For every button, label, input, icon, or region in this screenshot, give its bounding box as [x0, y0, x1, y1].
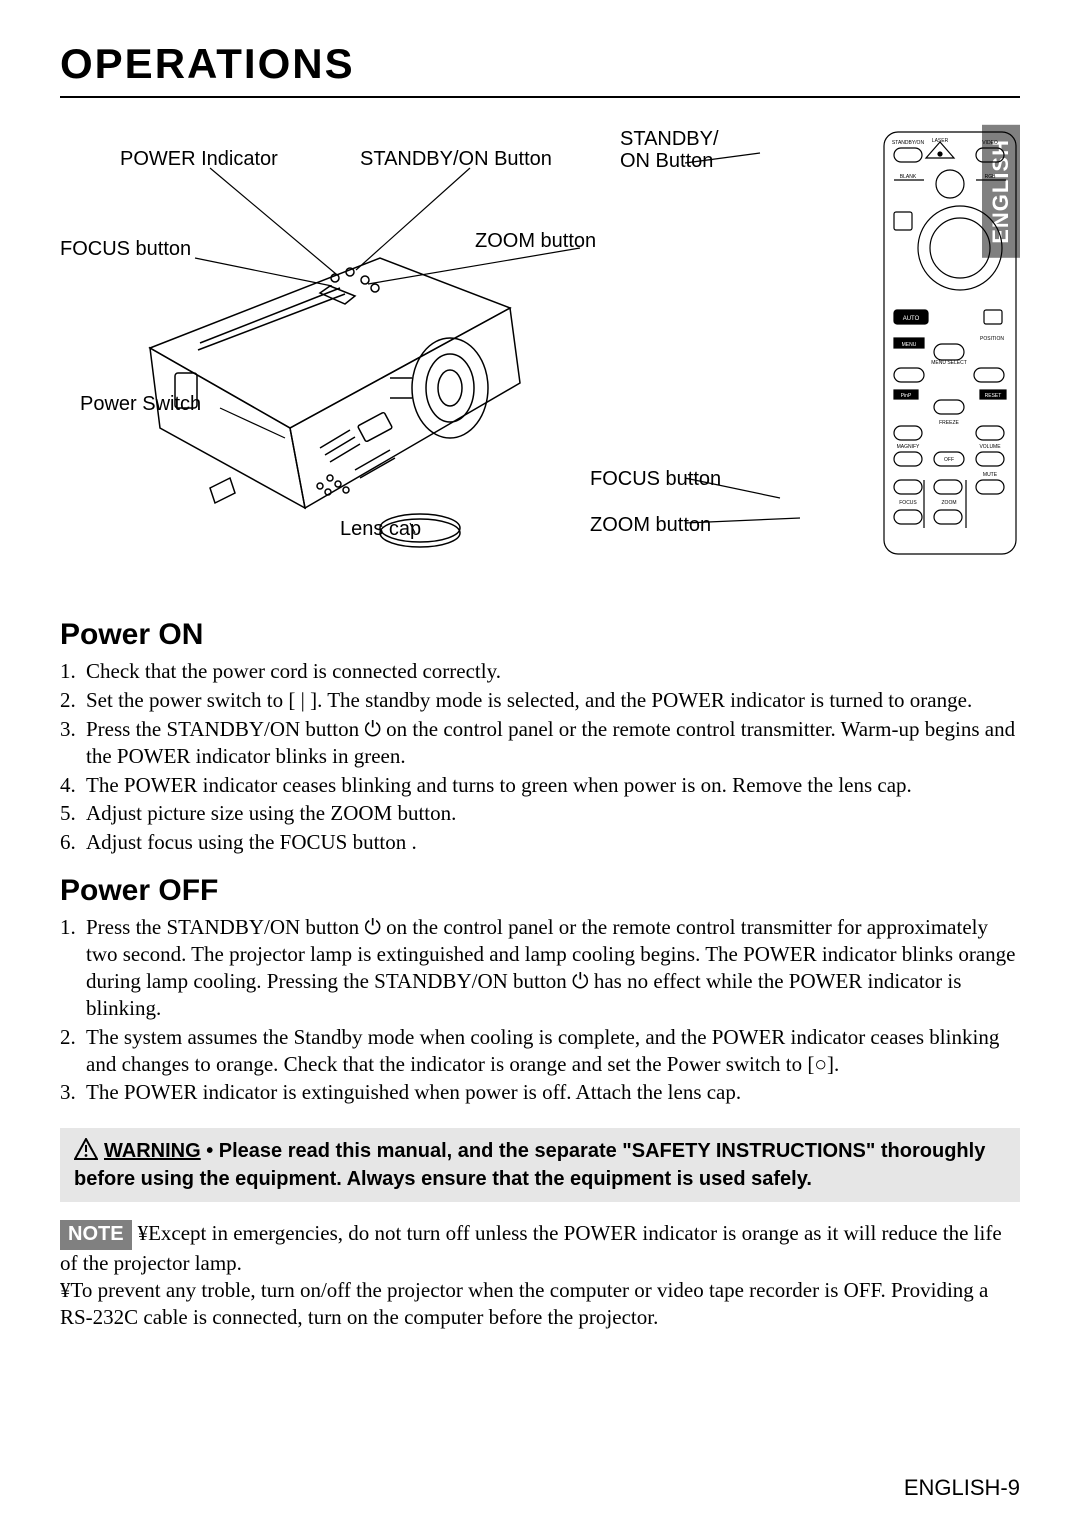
title-rule	[60, 96, 1020, 98]
svg-text:RESET: RESET	[985, 393, 1002, 399]
svg-text:VIDEO: VIDEO	[982, 140, 998, 146]
label-zoom-button: ZOOM button	[475, 230, 596, 252]
warning-icon	[74, 1138, 98, 1167]
svg-text:LASER: LASER	[932, 138, 949, 144]
svg-text:STANDBY/ON: STANDBY/ON	[892, 140, 925, 146]
svg-text:VOLUME: VOLUME	[979, 444, 1001, 450]
note-line-1: ¥Except in emergencies, do not turn off …	[60, 1221, 1002, 1275]
power-off-item-2: The system assumes the Standby mode when…	[86, 1024, 1020, 1078]
power-on-item-6: Adjust focus using the FOCUS button .	[86, 829, 417, 856]
note-section: NOTE¥Except in emergencies, do not turn …	[60, 1220, 1020, 1330]
leader-lines	[60, 118, 880, 598]
label-lens-cap: Lens cap	[340, 518, 421, 540]
svg-text:OFF: OFF	[944, 457, 954, 463]
svg-text:RGB: RGB	[985, 174, 997, 180]
label-zoom-remote: ZOOM button	[590, 514, 711, 536]
diagram-area: STANDBY/ON LASER VIDEO BLANK RGB AUTO ME…	[60, 118, 880, 598]
label-power-switch: Power Switch	[80, 393, 201, 415]
power-on-item-1: Check that the power cord is connected c…	[86, 658, 501, 685]
svg-text:ZOOM: ZOOM	[942, 500, 957, 506]
note-line-2: ¥To prevent any troble, turn on/off the …	[60, 1277, 1020, 1331]
power-on-list: 1.Check that the power cord is connected…	[60, 658, 1020, 856]
svg-text:FOCUS: FOCUS	[899, 500, 917, 506]
power-on-item-3: Press the STANDBY/ON button ⏻ on the con…	[86, 716, 1020, 770]
heading-power-on: Power ON	[60, 618, 1020, 652]
svg-text:MENU: MENU	[902, 342, 917, 348]
svg-text:AUTO: AUTO	[903, 316, 920, 322]
label-focus-remote: FOCUS button	[590, 468, 721, 490]
power-off-list: 1.Press the STANDBY/ON button ⏻ on the c…	[60, 914, 1020, 1106]
power-off-item-1: Press the STANDBY/ON button ⏻ on the con…	[86, 914, 1020, 1022]
power-on-item-4: The POWER indicator ceases blinking and …	[86, 772, 912, 799]
warning-box: WARNING • Please read this manual, and t…	[60, 1128, 1020, 1202]
label-power-indicator: POWER Indicator	[120, 148, 278, 170]
page-footer: ENGLISH-9	[904, 1475, 1020, 1501]
power-on-item-2: Set the power switch to [ | ]. The stand…	[86, 687, 972, 714]
note-label: NOTE	[60, 1220, 132, 1250]
svg-text:MAGNIFY: MAGNIFY	[897, 444, 920, 450]
svg-text:POSITION: POSITION	[980, 336, 1004, 342]
svg-text:MUTE: MUTE	[983, 472, 998, 478]
power-off-item-3: The POWER indicator is extinguished when…	[86, 1079, 741, 1106]
label-standby-on-button: STANDBY/ON Button	[360, 148, 552, 170]
label-focus-button: FOCUS button	[60, 238, 191, 260]
power-on-item-5: Adjust picture size using the ZOOM butto…	[86, 800, 456, 827]
remote-illustration: STANDBY/ON LASER VIDEO BLANK RGB AUTO ME…	[880, 128, 1020, 558]
warning-label: WARNING	[104, 1140, 201, 1162]
warning-text: • Please read this manual, and the separ…	[74, 1140, 985, 1190]
svg-text:BLANK: BLANK	[900, 174, 917, 180]
label-standby-on-remote: STANDBY/ ON Button	[620, 128, 719, 172]
svg-text:FREEZE: FREEZE	[939, 420, 959, 426]
heading-power-off: Power OFF	[60, 874, 1020, 908]
svg-text:MENU SELECT: MENU SELECT	[931, 360, 967, 366]
page-title: OPERATIONS	[60, 40, 1020, 88]
svg-text:PinP: PinP	[901, 393, 912, 399]
